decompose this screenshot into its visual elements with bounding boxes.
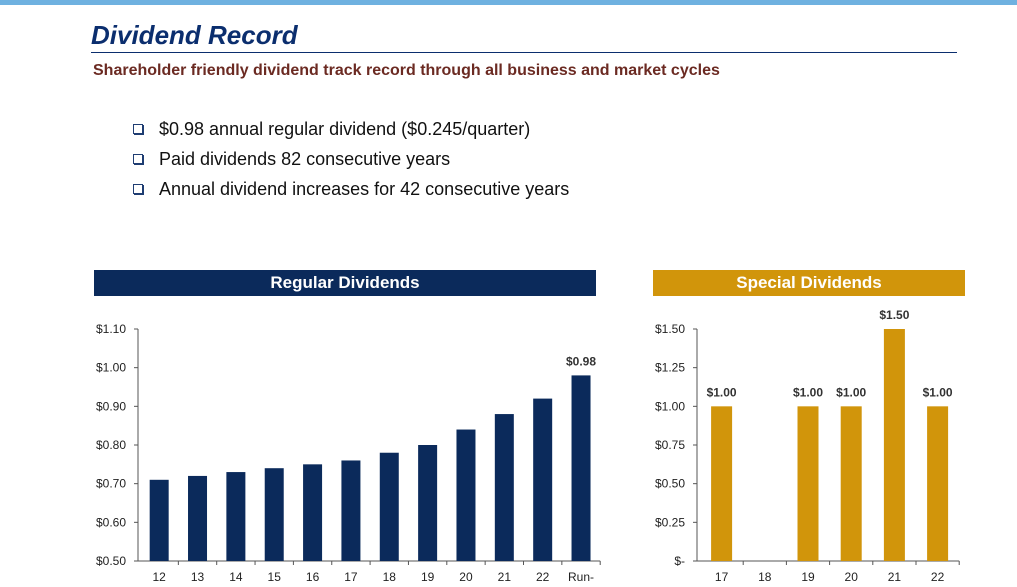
checkbox-bullet-icon	[133, 184, 143, 194]
bullet-item: $0.98 annual regular dividend ($0.245/qu…	[133, 114, 569, 144]
regular-dividends-header: Regular Dividends	[94, 270, 596, 296]
regular-x-tick-label: 17	[344, 570, 358, 584]
regular-x-tick-label: 18	[383, 570, 397, 584]
regular-x-tick-label: 20	[459, 570, 473, 584]
regular-x-tick-label: 16	[306, 570, 320, 584]
regular-y-tick-label: $1.00	[96, 361, 126, 375]
special-data-label: $1.50	[879, 308, 909, 322]
bullet-list: $0.98 annual regular dividend ($0.245/qu…	[133, 114, 569, 204]
special-x-tick-label: 18	[758, 570, 772, 584]
regular-y-tick-label: $0.70	[96, 477, 126, 491]
regular-bar	[264, 468, 284, 561]
bullet-item: Paid dividends 82 consecutive years	[133, 144, 569, 174]
checkbox-bullet-icon	[133, 124, 143, 134]
regular-bar	[188, 475, 208, 561]
special-y-tick-label: $0.25	[655, 515, 685, 529]
bullet-text: Paid dividends 82 consecutive years	[159, 148, 451, 169]
regular-y-tick-label: $0.50	[96, 554, 126, 568]
special-y-tick-label: $-	[674, 554, 685, 568]
regular-y-tick-label: $0.90	[96, 399, 126, 413]
regular-bar	[456, 429, 476, 561]
special-y-tick-label: $1.50	[655, 322, 685, 336]
bullet-text: Annual dividend increases for 42 consecu…	[159, 178, 570, 199]
special-x-tick-label: 21	[888, 570, 902, 584]
regular-y-tick-label: $0.60	[96, 515, 126, 529]
regular-bar	[418, 445, 438, 561]
regular-y-tick-label: $1.10	[96, 322, 126, 336]
special-y-tick-label: $0.50	[655, 477, 685, 491]
regular-bar	[494, 414, 514, 561]
special-data-label: $1.00	[836, 385, 866, 399]
regular-x-tick-label: 14	[229, 570, 243, 584]
regular-bar	[226, 472, 246, 561]
special-bar	[711, 406, 733, 561]
special-y-tick-label: $0.75	[655, 438, 685, 452]
page-subtitle: Shareholder friendly dividend track reco…	[93, 62, 720, 79]
regular-bar	[303, 464, 323, 561]
regular-bar	[149, 479, 169, 561]
bullet-item: Annual dividend increases for 42 consecu…	[133, 174, 569, 204]
regular-x-tick-label: 12	[152, 570, 166, 584]
regular-x-tick-label: Run-	[568, 570, 594, 584]
checkbox-bullet-icon	[133, 154, 143, 164]
title-underline	[91, 52, 957, 53]
regular-x-tick-label: 22	[536, 570, 550, 584]
regular-bar	[571, 375, 591, 561]
regular-bar	[533, 398, 553, 561]
regular-y-tick-label: $0.80	[96, 438, 126, 452]
special-y-tick-label: $1.25	[655, 361, 685, 375]
special-dividends-header: Special Dividends	[653, 270, 965, 296]
regular-bar	[341, 460, 361, 561]
special-bar	[840, 406, 862, 561]
special-bar	[927, 406, 949, 561]
special-x-tick-label: 20	[845, 570, 859, 584]
regular-data-label: $0.98	[566, 354, 596, 368]
regular-x-tick-label: 13	[191, 570, 205, 584]
top-accent-rule	[0, 0, 1017, 5]
special-data-label: $1.00	[923, 385, 953, 399]
regular-x-tick-label: 19	[421, 570, 435, 584]
special-x-tick-label: 17	[715, 570, 729, 584]
page-title: Dividend Record	[91, 20, 298, 50]
special-data-label: $1.00	[793, 385, 823, 399]
special-x-tick-label: 19	[801, 570, 815, 584]
special-data-label: $1.00	[707, 385, 737, 399]
regular-x-tick-label: 15	[268, 570, 282, 584]
special-bar	[797, 406, 819, 561]
special-bar	[883, 329, 905, 561]
regular-x-tick-label: 21	[498, 570, 512, 584]
special-x-tick-label: 22	[931, 570, 945, 584]
regular-bar	[379, 452, 399, 561]
special-y-tick-label: $1.00	[655, 399, 685, 413]
bullet-text: $0.98 annual regular dividend ($0.245/qu…	[159, 118, 531, 139]
